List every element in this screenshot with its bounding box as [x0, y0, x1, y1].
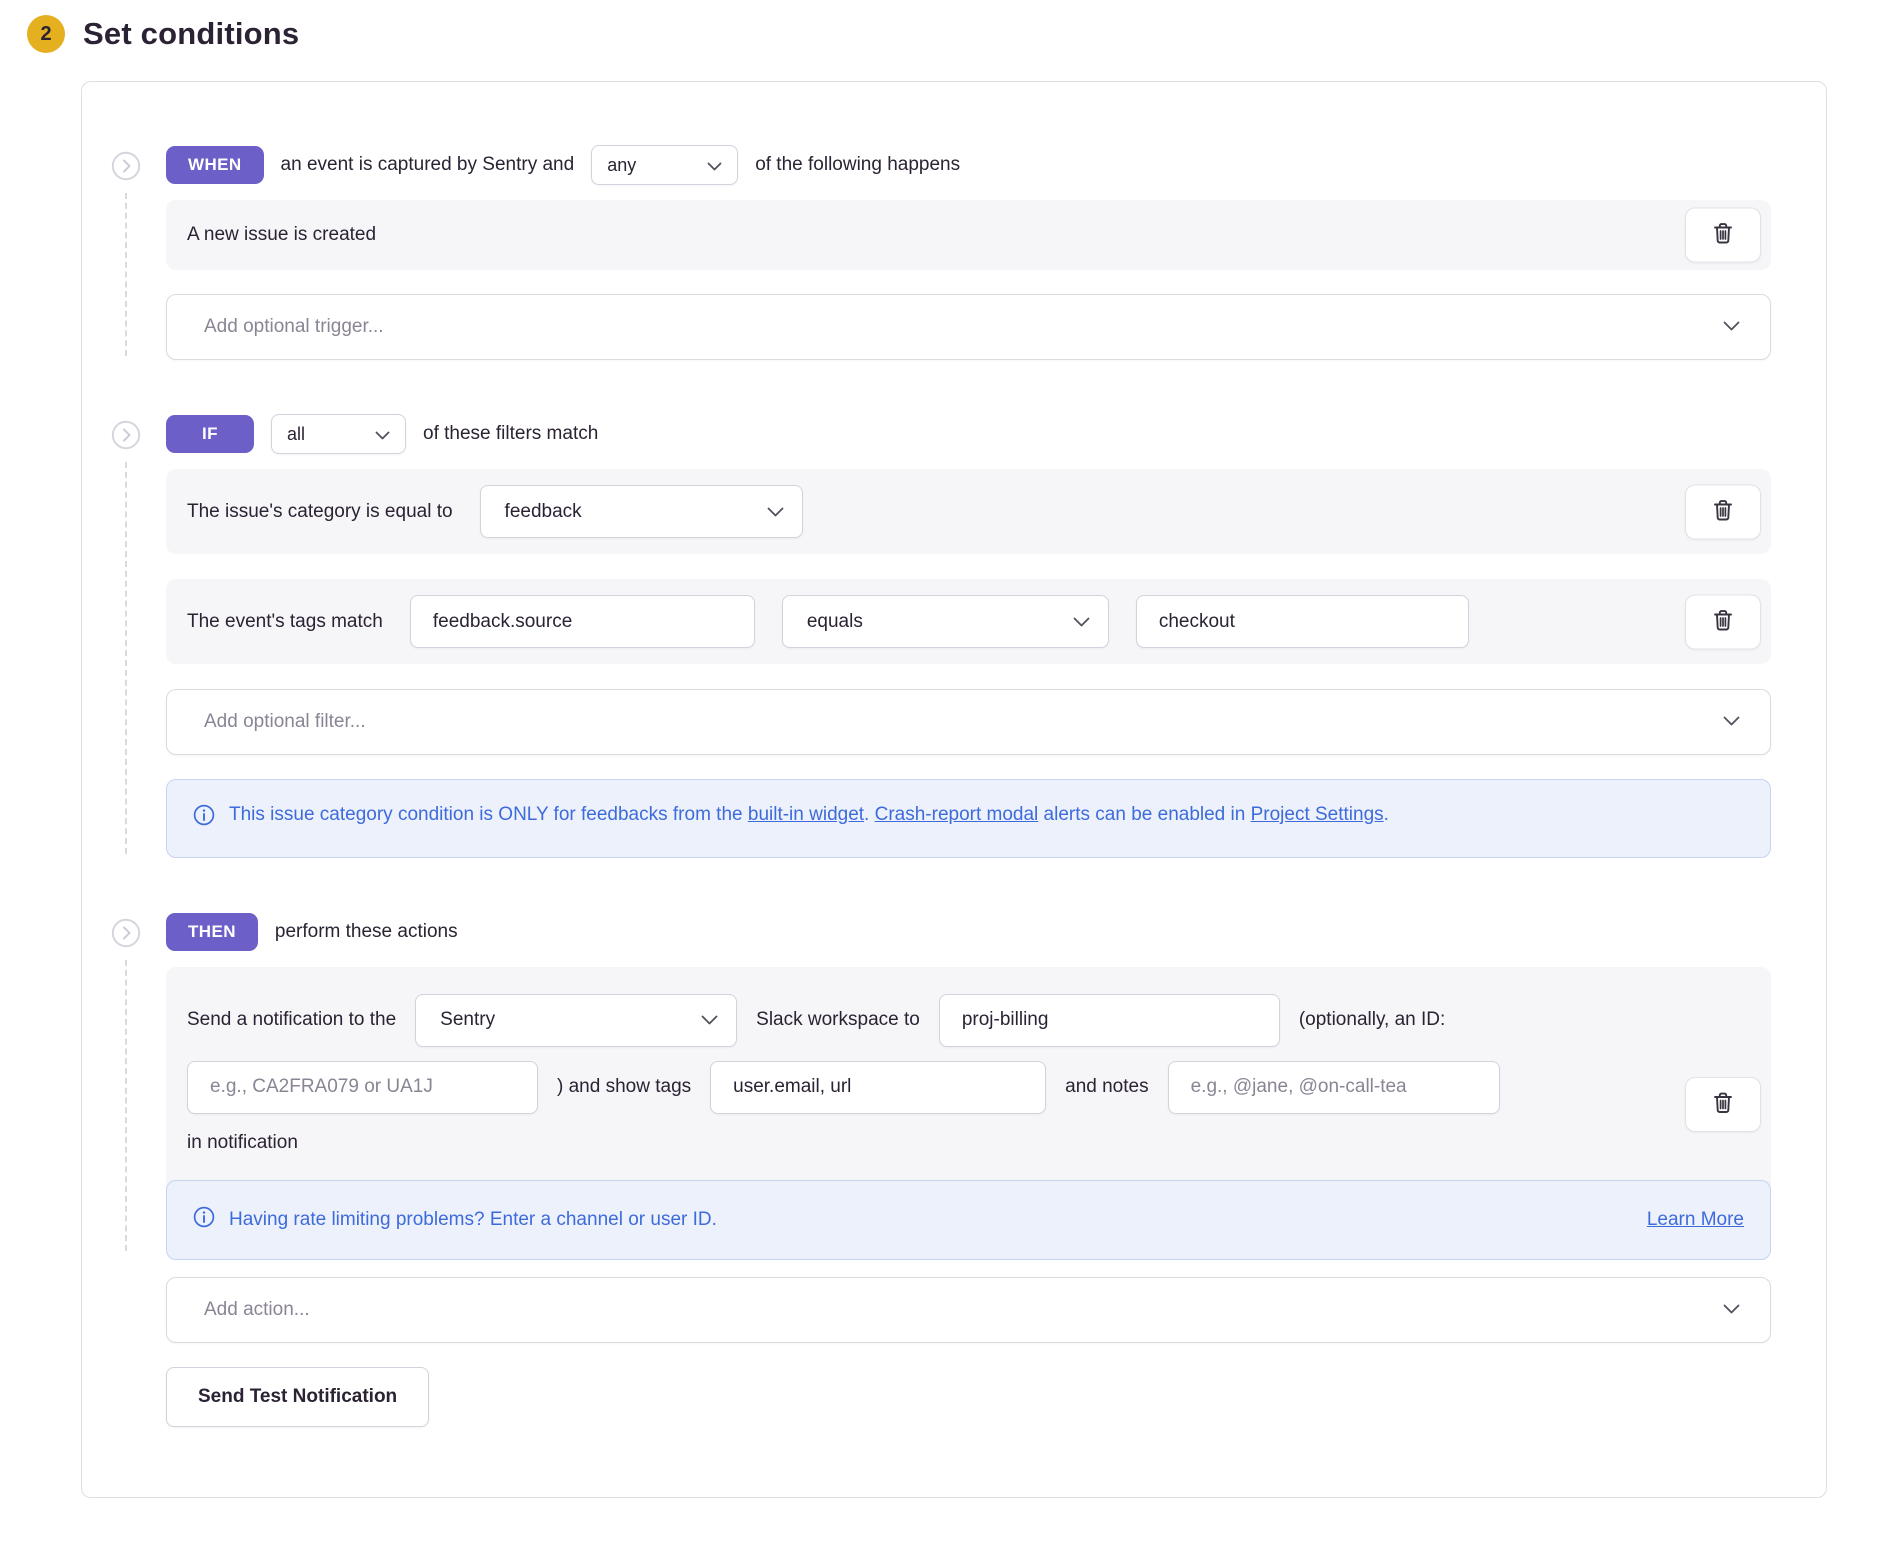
chevron-right-circle-icon	[111, 420, 141, 450]
show-tags-input[interactable]	[710, 1060, 1047, 1114]
channel-input[interactable]	[938, 993, 1280, 1047]
if-text-after: of these filters match	[423, 423, 599, 444]
chevron-down-icon	[1073, 611, 1090, 633]
step-number: 2	[40, 22, 52, 45]
workspace-select[interactable]: Sentry	[415, 993, 738, 1047]
delete-tags-filter-button[interactable]	[1685, 594, 1761, 649]
action-label: and notes	[1065, 1076, 1149, 1098]
category-select-value: feedback	[504, 500, 582, 522]
when-text-after: of the following happens	[755, 154, 961, 175]
then-rail	[82, 912, 166, 1427]
when-badge: WHEN	[166, 146, 264, 184]
project-settings-link[interactable]: Project Settings	[1250, 804, 1384, 825]
rail-connector-line	[125, 462, 127, 854]
chevron-down-icon	[707, 155, 722, 176]
learn-more-link[interactable]: Learn More	[1646, 1208, 1744, 1230]
add-action-select[interactable]: Add action...	[166, 1276, 1771, 1343]
step-header: 2 Set conditions	[27, 12, 1888, 56]
tags-filter-row: The event's tags match equals	[166, 579, 1771, 664]
if-rail	[82, 414, 166, 858]
info-icon	[193, 1206, 215, 1234]
category-filter-row: The issue's category is equal to feedbac…	[166, 469, 1771, 554]
action-label: ) and show tags	[557, 1076, 692, 1098]
action-line-2: ) and show tags and notes	[166, 1060, 1771, 1114]
then-badge: THEN	[166, 912, 258, 951]
tags-filter-label: The event's tags match	[187, 610, 383, 632]
trash-icon	[1713, 223, 1733, 248]
info-icon	[193, 804, 215, 837]
chevron-right-circle-icon	[111, 918, 141, 948]
add-optional-filter-select[interactable]: Add optional filter...	[166, 689, 1771, 755]
trigger-condition-row: A new issue is created	[166, 200, 1771, 270]
notice-text: This issue category condition is ONLY fo…	[229, 800, 1389, 837]
add-trigger-placeholder: Add optional trigger...	[204, 316, 384, 337]
notes-input[interactable]	[1167, 1060, 1500, 1114]
delete-trigger-button[interactable]	[1685, 207, 1761, 263]
when-rail	[82, 145, 166, 360]
notice-text-part: .	[864, 804, 875, 825]
then-text-after: perform these actions	[274, 920, 458, 942]
then-section: THEN perform these actions Send a notifi…	[82, 912, 1771, 1427]
built-in-widget-link[interactable]: built-in widget	[747, 804, 865, 825]
notice-text-part: This issue category condition is ONLY fo…	[229, 804, 748, 825]
action-label: (optionally, an ID:	[1298, 1009, 1446, 1031]
channel-id-input[interactable]	[187, 1060, 538, 1114]
if-match-value: all	[287, 423, 306, 444]
trigger-condition-label: A new issue is created	[187, 224, 377, 245]
action-label: in notification	[187, 1131, 298, 1153]
trash-icon	[1713, 1092, 1733, 1117]
category-filter-label: The issue's category is equal to	[187, 500, 453, 522]
delete-action-button[interactable]	[1685, 1076, 1761, 1132]
chevron-down-icon	[701, 1009, 718, 1031]
when-section: WHEN an event is captured by Sentry and …	[82, 145, 1771, 360]
send-test-notification-button[interactable]: Send Test Notification	[166, 1366, 430, 1427]
add-optional-trigger-select[interactable]: Add optional trigger...	[166, 294, 1771, 360]
if-badge: IF	[166, 415, 254, 453]
slack-action-row: Send a notification to the Sentry Slack …	[166, 966, 1771, 1260]
tag-key-input[interactable]	[409, 595, 755, 648]
category-select[interactable]: feedback	[479, 485, 803, 538]
rate-limit-notice: Having rate limiting problems? Enter a c…	[166, 1179, 1771, 1260]
action-line-1: Send a notification to the Sentry Slack …	[166, 993, 1771, 1047]
category-condition-notice: This issue category condition is ONLY fo…	[166, 779, 1771, 858]
crash-report-modal-link[interactable]: Crash-report modal	[874, 804, 1039, 825]
when-match-select[interactable]: any	[591, 145, 739, 185]
chevron-right-circle-icon	[111, 151, 141, 181]
conditions-card: WHEN an event is captured by Sentry and …	[81, 81, 1827, 1498]
rail-connector-line	[125, 959, 127, 1251]
page-title: Set conditions	[83, 16, 300, 51]
chevron-down-icon	[375, 424, 390, 445]
then-header: THEN perform these actions	[166, 912, 1771, 952]
add-filter-placeholder: Add optional filter...	[204, 711, 366, 732]
chevron-down-icon	[1723, 318, 1740, 336]
if-header: IF all of these filters match	[166, 414, 1771, 454]
trash-icon	[1713, 609, 1733, 634]
rail-connector-line	[125, 193, 127, 356]
trash-icon	[1713, 499, 1733, 524]
if-section: IF all of these filters match The issue'…	[82, 414, 1771, 858]
chevron-down-icon	[1723, 713, 1740, 731]
workspace-select-value: Sentry	[440, 1009, 496, 1031]
step-number-badge: 2	[27, 15, 65, 53]
chevron-down-icon	[767, 501, 784, 523]
action-label: Slack workspace to	[756, 1009, 920, 1031]
notice-text-part: .	[1383, 804, 1389, 825]
rate-limit-notice-text: Having rate limiting problems? Enter a c…	[229, 1208, 717, 1230]
delete-category-filter-button[interactable]	[1685, 484, 1761, 539]
chevron-down-icon	[1723, 1301, 1740, 1319]
when-text-before: an event is captured by Sentry and	[280, 154, 575, 175]
add-action-placeholder: Add action...	[204, 1298, 310, 1320]
action-label: Send a notification to the	[187, 1009, 397, 1031]
tag-match-select[interactable]: equals	[781, 595, 1109, 648]
tag-value-input[interactable]	[1135, 595, 1469, 648]
tag-match-value: equals	[806, 610, 863, 632]
notice-text-part: alerts can be enabled in	[1038, 804, 1251, 825]
if-match-select[interactable]: all	[271, 414, 406, 454]
when-match-value: any	[607, 154, 637, 175]
when-header: WHEN an event is captured by Sentry and …	[166, 145, 1771, 185]
